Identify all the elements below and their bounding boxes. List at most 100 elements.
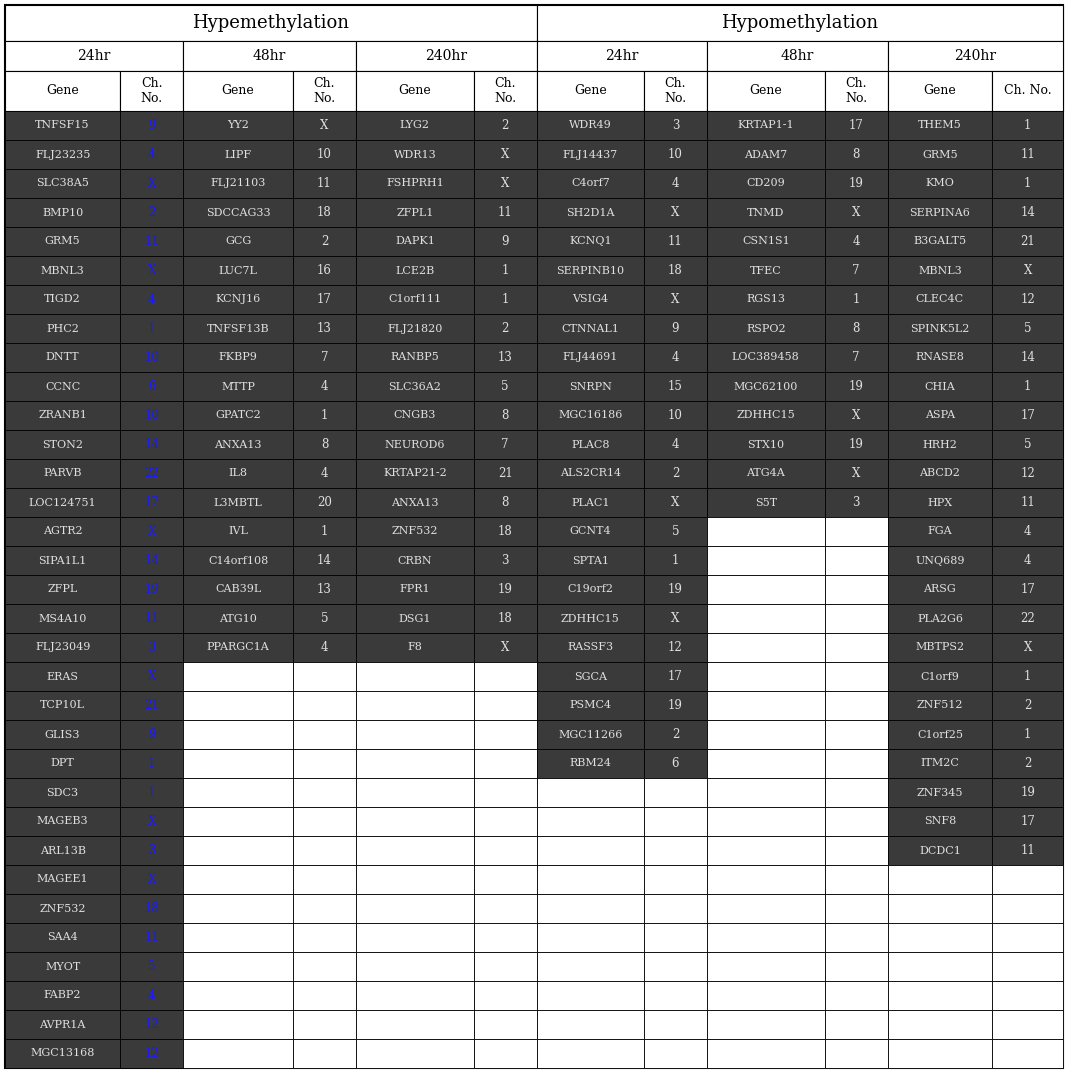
Text: SPTA1: SPTA1 [571,556,609,565]
Bar [824,110,888,140]
Bar [536,778,644,807]
Bar [707,169,824,198]
Text: 19: 19 [668,699,682,712]
Text: GRM5: GRM5 [45,236,80,247]
Bar [356,41,536,71]
Text: ERAS: ERAS [47,671,79,681]
Text: 1: 1 [852,293,860,306]
Text: ZDHHC15: ZDHHC15 [737,410,796,420]
Bar [992,314,1063,343]
Text: RGS13: RGS13 [747,295,785,304]
Bar [121,662,183,691]
Bar [121,371,183,401]
Bar [474,778,536,807]
Bar [474,836,536,865]
Bar [183,778,293,807]
Text: X: X [147,177,156,190]
Bar [183,371,293,401]
Text: 2: 2 [502,322,508,335]
Bar [536,981,644,1010]
Bar [536,198,644,227]
Text: MBNL3: MBNL3 [918,265,962,275]
Bar [644,256,707,285]
Bar [707,285,824,314]
Bar [293,893,356,923]
Text: 12: 12 [1020,467,1035,480]
Text: SIPA1L1: SIPA1L1 [38,556,87,565]
Text: 8: 8 [320,438,328,451]
Bar [474,198,536,227]
Bar [5,198,121,227]
Text: 8: 8 [852,322,860,335]
Text: TIGD2: TIGD2 [44,295,81,304]
Bar [183,981,293,1010]
Bar [356,110,474,140]
Bar [293,488,356,517]
Bar [644,71,707,110]
Text: FLJ23235: FLJ23235 [35,149,91,159]
Bar [644,314,707,343]
Bar [824,893,888,923]
Text: STX10: STX10 [748,440,784,449]
Bar [121,110,183,140]
Text: 5: 5 [1024,438,1032,451]
Bar [888,198,992,227]
Text: Ch.
No.: Ch. No. [845,77,867,105]
Text: Hypomethylation: Hypomethylation [721,14,878,32]
Text: MGC11266: MGC11266 [559,730,623,740]
Bar [5,691,121,720]
Bar [121,227,183,256]
Text: 3: 3 [147,641,156,654]
Text: 9: 9 [147,119,156,132]
Text: FLJ44691: FLJ44691 [563,352,618,363]
Bar [121,952,183,981]
Text: 12: 12 [144,1047,159,1060]
Bar [992,923,1063,952]
Bar [183,430,293,459]
Bar [888,1010,992,1039]
Bar [536,604,644,632]
Bar [707,110,824,140]
Text: LYG2: LYG2 [399,120,429,130]
Text: ITM2C: ITM2C [921,758,959,769]
Bar [293,604,356,632]
Text: 11: 11 [669,235,682,248]
Bar [5,923,121,952]
Text: X: X [852,206,861,219]
Text: Ch.
No.: Ch. No. [313,77,335,105]
Text: MS4A10: MS4A10 [38,613,87,624]
Bar [888,517,992,546]
Bar [644,285,707,314]
Text: MBNL3: MBNL3 [41,265,84,275]
Text: TFEC: TFEC [750,265,782,275]
Text: FLJ14437: FLJ14437 [563,149,618,159]
Bar [644,343,707,371]
Bar [888,778,992,807]
Text: WDR13: WDR13 [393,149,436,159]
Bar [992,836,1063,865]
Bar [474,720,536,749]
Bar [824,691,888,720]
Bar [536,343,644,371]
Bar [121,981,183,1010]
Bar [474,662,536,691]
Text: RNASE8: RNASE8 [915,352,964,363]
Bar [707,71,824,110]
Text: X: X [671,293,679,306]
Bar [644,778,707,807]
Bar [536,893,644,923]
Text: X: X [1023,641,1032,654]
Text: ALS2CR14: ALS2CR14 [560,469,621,479]
Bar [5,314,121,343]
Text: CTNNAL1: CTNNAL1 [562,324,619,334]
Bar [536,371,644,401]
Bar [474,110,536,140]
Bar [293,662,356,691]
Bar [474,546,536,575]
Bar [992,546,1063,575]
Bar [5,459,121,488]
Bar [474,459,536,488]
Text: IL8: IL8 [229,469,248,479]
Bar [356,227,474,256]
Text: 17: 17 [668,670,682,683]
